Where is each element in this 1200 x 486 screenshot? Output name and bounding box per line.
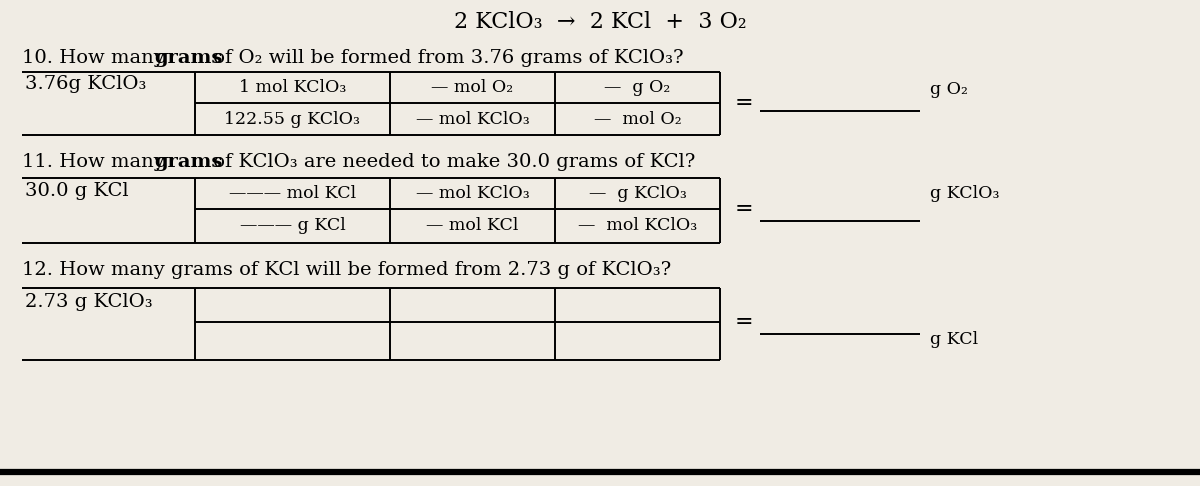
Text: of KClO₃ are needed to make 30.0 grams of KCl?: of KClO₃ are needed to make 30.0 grams o… [208, 153, 695, 171]
Text: —  mol KClO₃: — mol KClO₃ [578, 218, 697, 235]
Text: 2.73 g KClO₃: 2.73 g KClO₃ [25, 293, 152, 311]
Text: ——— mol KCl: ——— mol KCl [229, 185, 356, 202]
Text: g O₂: g O₂ [930, 81, 968, 98]
Text: —  g O₂: — g O₂ [605, 79, 671, 96]
Text: ——— g KCl: ——— g KCl [240, 218, 346, 235]
Text: — mol KCl: — mol KCl [426, 218, 518, 235]
Text: 11. How many: 11. How many [22, 153, 172, 171]
Text: g KCl: g KCl [930, 330, 978, 347]
Text: g KClO₃: g KClO₃ [930, 185, 1000, 202]
Text: grams: grams [154, 153, 222, 171]
Text: — mol KClO₃: — mol KClO₃ [415, 185, 529, 202]
Text: — mol O₂: — mol O₂ [432, 79, 514, 96]
Text: 1 mol KClO₃: 1 mol KClO₃ [239, 79, 346, 96]
Text: =: = [734, 198, 754, 220]
Text: —  mol O₂: — mol O₂ [594, 110, 682, 127]
Text: of O₂ will be formed from 3.76 grams of KClO₃?: of O₂ will be formed from 3.76 grams of … [208, 49, 684, 67]
Text: —  g KClO₃: — g KClO₃ [588, 185, 686, 202]
Text: 2 KClO₃  →  2 KCl  +  3 O₂: 2 KClO₃ → 2 KCl + 3 O₂ [454, 11, 746, 33]
Text: 3.76g KClO₃: 3.76g KClO₃ [25, 75, 146, 93]
Text: 10. How many: 10. How many [22, 49, 172, 67]
Text: =: = [734, 92, 754, 114]
Text: 122.55 g KClO₃: 122.55 g KClO₃ [224, 110, 360, 127]
Text: 12. How many grams of KCl will be formed from 2.73 g of KClO₃?: 12. How many grams of KCl will be formed… [22, 261, 671, 279]
Text: 30.0 g KCl: 30.0 g KCl [25, 181, 128, 199]
Text: grams: grams [154, 49, 222, 67]
Text: — mol KClO₃: — mol KClO₃ [415, 110, 529, 127]
Text: =: = [734, 311, 754, 333]
